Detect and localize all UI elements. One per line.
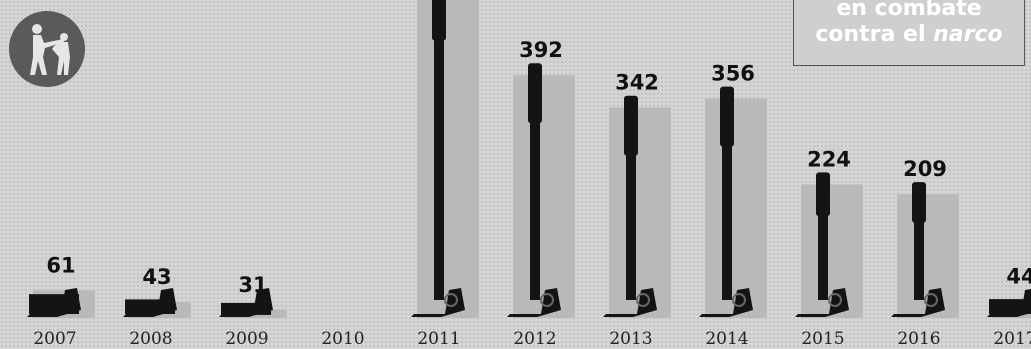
weapon-bar: 342 [603,71,671,318]
value-label: 31 [238,273,267,297]
barrel [125,299,175,314]
bar-shadow [513,75,575,318]
bar-shadow [609,107,671,318]
value-label: 342 [615,71,659,95]
year-label: 2012 [513,329,556,349]
value-label: 61 [46,253,75,277]
barrel [434,0,444,301]
title-line-2-prefix: contra el [815,22,934,47]
title-line-2: contra el narco [794,22,1024,48]
pistol-grip-icon [507,288,561,317]
value-label: 43 [142,265,171,289]
weapon-bar: 209 [891,157,959,318]
year-label: 2011 [417,329,460,349]
barrel [722,92,732,300]
silencer [624,95,638,156]
weapon-bar: 31 [219,273,287,318]
year-label: 2007 [33,329,76,349]
title-line-2-emphasis: narco [933,22,1003,47]
pistol-grip-icon [699,288,753,317]
year-label: 2017 [993,329,1031,349]
trigger-guard [924,293,938,307]
barrel [530,69,540,300]
weapon-bar: 392 [507,38,575,318]
weapon-bar: 61 [27,253,95,318]
weapon-bar: 356 [699,62,767,318]
trigger-guard [444,293,458,307]
value-label: 209 [903,157,947,181]
barrel [29,294,79,314]
weapon-bar: 224 [795,147,863,318]
pistol-grip-icon [987,289,1031,317]
silencer [720,86,734,147]
trigger-guard [828,293,842,307]
bar-shadow [705,98,767,318]
barrel [626,101,636,300]
year-label: 2010 [321,329,364,349]
barrel [989,299,1031,314]
year-label: 2009 [225,329,268,349]
pistol-grip-icon [411,288,465,317]
bar-shadow [417,0,479,319]
trigger-guard [732,293,746,307]
title-line-1: en combate [836,0,982,21]
pistol-grip-icon [603,288,657,317]
year-label: 2013 [609,329,652,349]
weapon-bar: 519 [411,0,479,319]
pistol-grip-icon [795,288,849,317]
weapon-bar: 44 [987,264,1031,318]
value-label: 44 [1006,264,1031,288]
barrel [818,178,828,300]
barrel [221,302,271,315]
value-label: 356 [711,62,755,86]
silencer [432,0,446,41]
chart-title-box: en combate contra el narco [793,0,1025,66]
silencer [528,63,542,124]
value-label: 224 [807,147,851,171]
year-label: 2008 [129,329,172,349]
shooters-logo-icon [9,11,85,87]
weapon-bar: 43 [123,265,191,318]
year-label: 2016 [897,329,940,349]
year-label: 2014 [705,329,748,349]
value-label: 392 [519,38,563,62]
trigger-guard [540,293,554,307]
pistol-grip-icon [891,288,945,317]
trigger-guard [636,293,650,307]
silencer [816,172,830,217]
silencer [912,182,926,223]
barrel [914,188,924,300]
year-label: 2015 [801,329,844,349]
